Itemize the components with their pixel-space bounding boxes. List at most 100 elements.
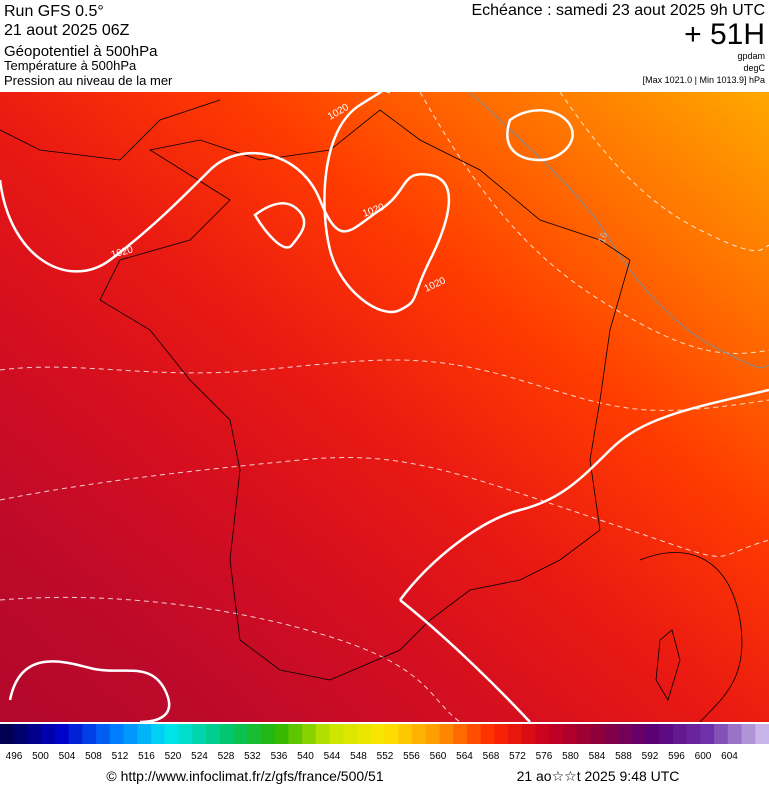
valid-time: Echéance : samedi 23 aout 2025 9h UTC (471, 2, 765, 19)
unit: gpdam (737, 51, 765, 61)
colorbar-label: 516 (138, 751, 155, 762)
colorbar-swatch (755, 724, 769, 744)
colorbar-swatch (563, 724, 578, 744)
colorbar-swatch (466, 724, 482, 744)
map: 1020 1020 1020 1020 16 (0, 87, 769, 724)
isotherm-label: 16 (596, 230, 610, 245)
run: Run GFS 0.5° (4, 3, 104, 20)
field: Pression au niveau de la mer (4, 73, 173, 88)
unit: [Max 1021.0 | Min 1013.9] hPa (643, 75, 765, 85)
colorbar-swatch (508, 724, 523, 744)
colorbar-swatch (425, 724, 440, 744)
colorbar-swatch (617, 724, 633, 744)
source: © http://www.infoclimat.fr/z/gfs/france/… (106, 768, 383, 784)
lead-time: + 51H (684, 18, 765, 51)
colorbar-label: 572 (509, 751, 526, 762)
colorbar-swatch (54, 724, 70, 744)
colorbar-label: 544 (324, 751, 341, 762)
colorbar-label: 556 (403, 751, 420, 762)
colorbar-label: 592 (642, 751, 659, 762)
colorbar-swatch (535, 724, 550, 744)
colorbar-swatch (329, 724, 344, 744)
colorbar-swatch (741, 724, 756, 744)
colorbar-label: 596 (668, 751, 685, 762)
colorbar-swatch (370, 724, 385, 744)
colorbar-label: 580 (562, 751, 579, 762)
colorbar-label: 500 (32, 751, 49, 762)
colorbar-swatch (686, 724, 701, 744)
colorbar: 496 500 504 508 512 516 520 524 528 532 536 540 544 5… (0, 724, 769, 762)
colorbar-label: 532 (244, 751, 261, 762)
isotherm (559, 91, 769, 252)
colorbar-swatch (549, 724, 564, 744)
colorbar-label: 600 (695, 751, 712, 762)
colorbar-label: 584 (589, 751, 606, 762)
isotherm (0, 596, 461, 723)
colorbar-swatch (68, 724, 83, 744)
colorbar-label: 560 (430, 751, 447, 762)
colorbar-label: 604 (721, 751, 738, 762)
colorbar-label: 508 (85, 751, 102, 762)
colorbar-swatch (13, 724, 28, 744)
colorbar-swatch (494, 724, 509, 744)
coastline (0, 99, 221, 161)
colorbar-swatch (151, 724, 166, 744)
field: Température à 500hPa (4, 58, 137, 73)
colorbar-swatch (590, 724, 605, 744)
colorbar-swatch (302, 724, 317, 744)
colorbar-swatch (521, 724, 537, 744)
colorbar-swatch (645, 724, 660, 744)
isobar (399, 388, 769, 723)
colorbar-swatch (82, 724, 97, 744)
colorbar-swatch (357, 724, 372, 744)
generated: 21 ao☆☆t 2025 9:48 UTC (517, 768, 680, 784)
colorbar-label: 576 (536, 751, 553, 762)
colorbar-swatch (453, 724, 468, 744)
colorbar-swatch (178, 724, 193, 744)
colorbar-swatch (398, 724, 413, 744)
isotherm (419, 91, 769, 354)
colorbar-label: 520 (165, 751, 182, 762)
colorbar-swatch (205, 724, 221, 744)
colorbar-swatch (247, 724, 262, 744)
colorbar-swatch (315, 724, 331, 744)
colorbar-label: 512 (112, 751, 129, 762)
colorbar-swatch (384, 724, 399, 744)
unit: degC (743, 63, 765, 73)
colorbar-swatch (137, 724, 152, 744)
colorbar-swatch (233, 724, 248, 744)
colorbar-swatch (192, 724, 207, 744)
colorbar-label: 496 (6, 751, 23, 762)
colorbar-swatch (631, 724, 646, 744)
field: Géopotentiel à 500hPa (4, 43, 158, 60)
colorbar-swatch (439, 724, 454, 744)
colorbar-swatch (288, 724, 303, 744)
colorbar-label: 588 (615, 751, 632, 762)
colorbar-swatch (411, 724, 427, 744)
colorbar-swatch (700, 724, 715, 744)
colorbar-swatch (480, 724, 495, 744)
colorbar-swatch (123, 724, 138, 744)
colorbar-swatch (343, 724, 358, 744)
isotherm (0, 457, 769, 557)
isobar (8, 660, 171, 724)
colorbar-swatch (27, 724, 42, 744)
colorbar-swatch (672, 724, 688, 744)
isotherm (0, 359, 769, 411)
run-date: 21 aout 2025 06Z (4, 22, 130, 39)
country-border (99, 109, 631, 681)
colorbar-swatch (41, 724, 56, 744)
temperature-field (0, 92, 769, 722)
colorbar-swatch (576, 724, 591, 744)
colorbar-label: 524 (191, 751, 208, 762)
colorbar-label: 568 (483, 751, 500, 762)
colorbar-swatch (219, 724, 234, 744)
colorbar-label: 536 (271, 751, 288, 762)
colorbar-label: 540 (297, 751, 314, 762)
colorbar-swatch (659, 724, 674, 744)
colorbar-label: 564 (456, 751, 473, 762)
colorbar-label: 552 (377, 751, 394, 762)
island (655, 629, 681, 701)
colorbar-swatch (714, 724, 729, 744)
